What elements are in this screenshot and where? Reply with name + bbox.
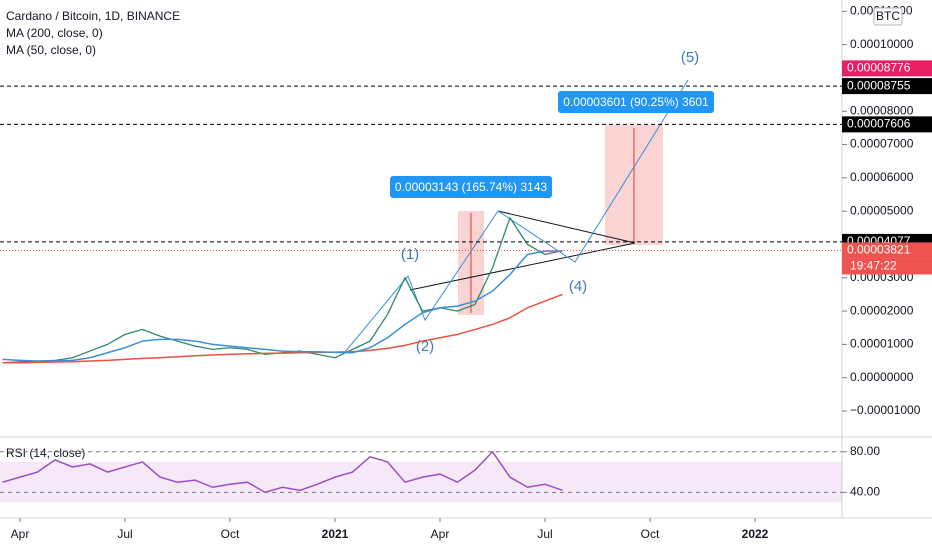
y-tick-label: 40.00 xyxy=(850,485,880,499)
x-tick-label: Oct xyxy=(221,527,240,541)
price-label-box xyxy=(842,242,932,259)
y-tick-label: 0.00007000 xyxy=(850,137,914,151)
series-line xyxy=(2,450,563,494)
y-tick-label: −0.00001000 xyxy=(850,403,921,417)
x-tick-label: Jul xyxy=(117,527,132,541)
price-label-box xyxy=(842,116,932,133)
y-tick-label: 0.00000000 xyxy=(850,370,914,384)
measure-label: 0.00003143 (165.74%) 3143 xyxy=(395,180,547,194)
price-label: 0.00007606 xyxy=(847,117,911,131)
chart-title: Cardano / Bitcoin, 1D, BINANCE xyxy=(6,9,180,23)
x-tick-label: Apr xyxy=(431,527,450,541)
x-tick-label: Apr xyxy=(11,527,30,541)
rsi-title: RSI (14, close) xyxy=(6,446,85,460)
wave-label: (4) xyxy=(569,278,587,295)
series-line xyxy=(2,293,563,364)
wave-label: (1) xyxy=(401,246,419,263)
y-tick-label: 0.00001000 xyxy=(850,337,914,351)
y-tick-label: 80.00 xyxy=(850,444,880,458)
y-tick-label: 0.00006000 xyxy=(850,170,914,184)
triangle-pattern xyxy=(409,210,636,291)
measure-label-box xyxy=(558,91,714,113)
y-tick-label: 0.00005000 xyxy=(850,203,914,217)
x-tick-label: 2021 xyxy=(322,527,349,541)
y-tick-label: 0.00010000 xyxy=(850,37,914,51)
wave-path xyxy=(344,79,689,353)
y-tick-label: 0.00002000 xyxy=(850,303,914,317)
price-label: 0.00008755 xyxy=(847,78,911,92)
series-line xyxy=(2,250,563,362)
x-tick-label: 2022 xyxy=(742,527,769,541)
x-tick-label: Jul xyxy=(537,527,552,541)
price-label: 0.00003821 xyxy=(847,243,911,257)
rsi-band xyxy=(0,461,842,503)
countdown: 19:47:22 xyxy=(850,259,897,273)
measure-label: 0.00003601 (90.25%) 3601 xyxy=(563,95,709,109)
y-tick-label: 0.00008000 xyxy=(850,103,914,117)
currency: BTC xyxy=(876,9,900,23)
wave-label: (5) xyxy=(681,49,699,66)
currency-box xyxy=(873,7,903,26)
legend-entry: MA (50, close, 0) xyxy=(6,43,96,57)
price-label-box xyxy=(842,78,932,95)
price-label-box xyxy=(842,60,932,77)
measure-label-box xyxy=(390,176,552,198)
price-label: 0.00008776 xyxy=(847,61,911,75)
x-tick-label: Oct xyxy=(641,527,660,541)
countdown-box xyxy=(842,258,932,275)
legend-entry: MA (200, close, 0) xyxy=(6,26,103,40)
